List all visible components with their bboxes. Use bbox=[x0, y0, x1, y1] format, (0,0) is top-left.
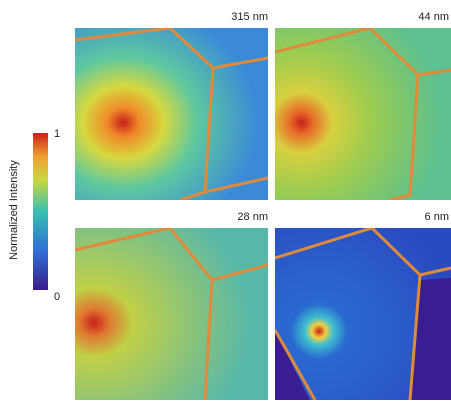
panel-label: 6 nm bbox=[425, 211, 449, 223]
colorbar-tick: 1 bbox=[54, 128, 60, 140]
panel-label: 28 nm bbox=[237, 211, 268, 223]
colorbar bbox=[33, 133, 48, 290]
colorbar-tick: 0 bbox=[54, 291, 60, 303]
page: {"colorbar": {"label": "Normalized Inten… bbox=[0, 0, 451, 401]
figure: 1 0 Normalized Intensity 315 nm 44 nm 28… bbox=[0, 0, 451, 401]
panel-label: 44 nm bbox=[418, 11, 449, 23]
panel-image bbox=[75, 28, 268, 200]
panel-image bbox=[275, 28, 451, 200]
panel-label: 315 nm bbox=[231, 11, 268, 23]
panel-image bbox=[75, 228, 268, 400]
panel-image bbox=[275, 228, 451, 400]
colorbar-label: Normalized Intensity bbox=[8, 160, 20, 260]
